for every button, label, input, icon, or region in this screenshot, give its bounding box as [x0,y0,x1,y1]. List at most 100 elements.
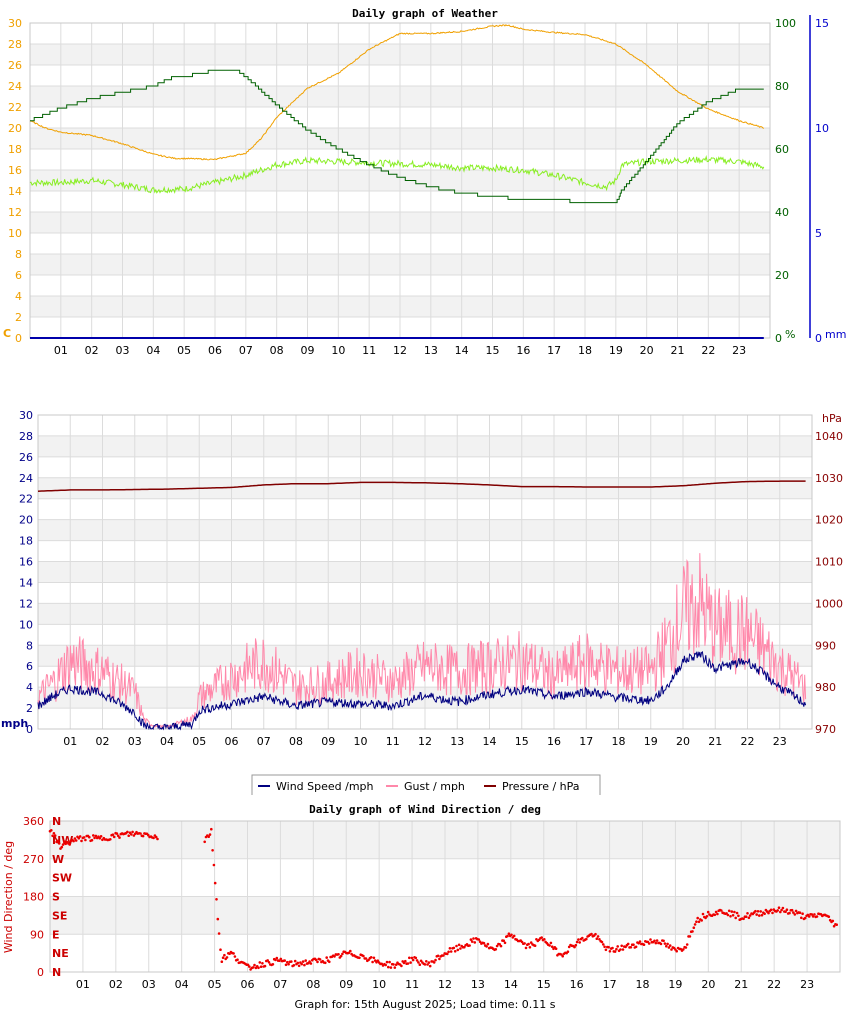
direction-point [667,946,671,949]
direction-point [502,939,506,942]
y-right2-tick: 15 [815,17,829,30]
compass-label: W [52,853,64,866]
compass-label: NE [52,947,69,960]
series-line [29,24,765,161]
direction-point [309,962,313,965]
direction-point [608,950,612,953]
x-tick-label: 10 [331,344,345,357]
y-right-tick: 970 [815,723,836,736]
direction-point [408,956,411,960]
y-left-tick: 90 [30,928,44,941]
y-right-tick: 1030 [815,472,843,485]
direction-point [442,954,445,957]
direction-point [217,932,221,935]
direction-point [389,966,393,969]
direction-point [727,909,731,913]
direction-point [203,840,206,844]
y-left-tick: 24 [8,80,22,93]
x-tick-label: 08 [289,735,303,748]
direction-point [626,942,630,946]
compass-label: E [52,928,60,941]
direction-point [208,833,212,836]
direction-point [510,933,513,937]
y-right2-tick: 0 [815,332,822,345]
x-tick-label: 09 [321,735,335,748]
direction-point [50,829,53,832]
direction-point [436,954,440,958]
x-tick-label: 03 [128,735,142,748]
x-tick-label: 06 [241,978,255,991]
direction-point [548,944,551,947]
direction-point [80,839,83,843]
direction-point [595,937,599,940]
direction-point [784,910,787,913]
direction-point [485,945,488,948]
direction-point [432,961,436,964]
direction-point [478,940,482,943]
direction-point [550,945,554,948]
x-tick-label: 12 [393,344,407,357]
x-tick-label: 04 [175,978,189,991]
direction-point [634,945,638,949]
direction-point [300,962,304,966]
y-left-tick: 2 [26,702,33,715]
direction-point [543,938,546,941]
y-right-tick: 80 [775,80,789,93]
y-left-tick: 18 [8,143,22,156]
y-left-tick: 2 [15,311,22,324]
direction-point [109,838,112,841]
x-tick-label: 10 [354,735,368,748]
direction-point [63,840,66,843]
direction-point [156,837,159,841]
direction-point [131,830,134,834]
x-tick-label: 09 [301,344,315,357]
direction-point [293,959,297,963]
x-tick-label: 08 [270,344,284,357]
direction-point [713,913,717,917]
direction-point [747,916,751,920]
x-tick-label: 14 [455,344,469,357]
y-left-tick: 0 [26,723,33,736]
direction-point [832,924,836,928]
direction-point [793,913,797,916]
y-left-tick: 6 [15,269,22,282]
direction-point [494,948,498,951]
y-left-unit: mph [1,717,28,730]
plot-border [37,414,813,730]
direction-point [528,946,532,949]
direction-point [604,948,608,952]
direction-point [428,964,432,968]
direction-point [358,956,361,960]
compass-label: N [52,815,61,828]
x-tick-label: 19 [668,978,682,991]
direction-point [759,910,762,913]
direction-point [394,963,398,966]
x-tick-label: 19 [609,344,623,357]
direction-point [655,939,659,942]
direction-point [813,913,816,916]
y-left-tick: 6 [26,660,33,673]
direction-point [284,963,288,967]
direction-point [653,939,656,943]
direction-point [665,944,668,948]
direction-point [112,835,116,839]
direction-point [51,834,54,838]
direction-point [333,955,336,958]
direction-point [369,956,373,959]
y-left-tick: 16 [8,164,22,177]
direction-point [607,945,610,949]
y-left-tick: 8 [15,248,22,261]
direction-point [507,932,511,935]
direction-point [364,957,368,960]
y-right2-tick: 5 [815,227,822,240]
x-tick-label: 21 [671,344,685,357]
direction-point [78,835,82,838]
direction-point [788,911,791,915]
direction-point [540,936,543,939]
y-left-tick: 14 [8,185,22,198]
x-tick-label: 22 [741,735,755,748]
direction-point [316,960,319,964]
direction-point [621,948,625,951]
direction-point [794,909,798,913]
